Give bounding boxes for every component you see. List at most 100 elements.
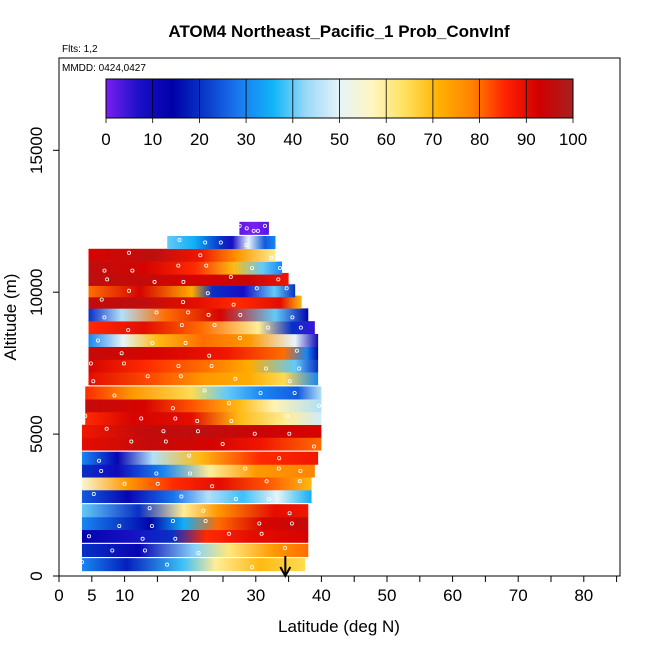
- sample-marker: [289, 521, 294, 526]
- sample-marker: [122, 361, 127, 366]
- sample-marker: [250, 266, 255, 271]
- sample-marker: [173, 416, 178, 421]
- sample-marker: [254, 286, 259, 291]
- sample-marker: [126, 328, 131, 333]
- sample-marker: [126, 250, 131, 255]
- x-axis: 0 5 10 20 30 40 50 60 70 80: [54, 576, 618, 605]
- colorbar-tick-label: 70: [423, 130, 442, 149]
- colorbar-tick-label: 90: [517, 130, 536, 149]
- sample-marker: [119, 351, 124, 356]
- sample-marker: [170, 406, 175, 411]
- sample-marker: [179, 494, 184, 499]
- heatmap-band: [81, 477, 312, 491]
- colorbar-tick-label: 0: [101, 130, 110, 149]
- sample-marker: [251, 228, 256, 233]
- y-tick-label: 15000: [27, 127, 46, 174]
- sample-marker: [287, 379, 292, 384]
- sample-marker: [91, 492, 96, 497]
- sample-marker: [183, 340, 188, 345]
- sample-marker: [209, 363, 214, 368]
- sample-marker: [243, 466, 248, 471]
- colorbar-tick-label: 10: [143, 130, 162, 149]
- sample-marker: [203, 518, 208, 523]
- chart-title: ATOM4 Northeast_Pacific_1 Prob_ConvInf: [168, 22, 510, 41]
- dates-label: MMDD: 0424,0427: [62, 63, 146, 74]
- heatmap-band: [88, 284, 296, 298]
- colorbar-tick-label: 20: [190, 130, 209, 149]
- heatmap-band: [85, 386, 322, 400]
- sample-marker: [181, 279, 186, 284]
- sample-marker: [298, 325, 303, 330]
- heatmap-band: [88, 333, 319, 347]
- heatmap-band: [239, 221, 269, 235]
- sample-marker: [311, 444, 316, 449]
- sample-marker: [220, 442, 225, 447]
- plot-frame: [58, 57, 621, 577]
- sample-marker: [147, 506, 152, 511]
- sample-marker: [195, 429, 200, 434]
- sample-marker: [79, 560, 84, 565]
- sample-marker: [259, 531, 264, 536]
- sample-marker: [155, 481, 160, 486]
- sample-marker: [218, 240, 223, 245]
- colorbar-tick-label: 30: [237, 130, 256, 149]
- x-tick-label: 40: [312, 586, 331, 605]
- sample-marker: [233, 497, 238, 502]
- sample-marker: [285, 413, 290, 418]
- sample-marker: [195, 418, 200, 423]
- sample-marker: [203, 240, 208, 245]
- sample-marker: [316, 403, 321, 408]
- sample-marker: [99, 297, 104, 302]
- sample-marker: [297, 479, 302, 484]
- sample-marker: [102, 315, 107, 320]
- sample-marker: [178, 374, 183, 379]
- sample-marker: [262, 223, 267, 228]
- heatmap-bands: [81, 221, 322, 572]
- x-tick-label: 70: [509, 586, 528, 605]
- sample-marker: [163, 439, 168, 444]
- x-tick-label: 0: [54, 586, 63, 605]
- heatmap-band: [81, 558, 306, 572]
- sample-marker: [226, 401, 231, 406]
- sample-marker: [187, 453, 192, 458]
- sample-marker: [258, 390, 263, 395]
- sample-marker: [205, 291, 210, 296]
- sample-marker: [207, 353, 212, 358]
- sample-marker: [130, 268, 135, 273]
- sample-marker: [210, 484, 215, 489]
- sample-marker: [264, 479, 269, 484]
- sample-marker: [252, 431, 257, 436]
- sample-marker: [269, 255, 274, 260]
- heatmap-band: [81, 464, 315, 478]
- x-axis-label: Latitude (deg N): [278, 617, 400, 636]
- heatmap-band: [81, 451, 319, 465]
- sample-marker: [170, 518, 175, 523]
- x-tick-label: 80: [574, 586, 593, 605]
- sample-marker: [112, 393, 117, 398]
- sample-marker: [292, 390, 297, 395]
- heatmap-band: [88, 359, 319, 373]
- heatmap-band: [88, 248, 276, 262]
- heatmap-band: [81, 437, 322, 451]
- sample-marker: [244, 243, 249, 248]
- x-tick-label: 60: [443, 586, 462, 605]
- sample-marker: [276, 466, 281, 471]
- sample-marker: [179, 323, 184, 328]
- heatmap-band: [88, 261, 283, 275]
- sample-marker: [204, 263, 209, 268]
- sample-marker: [244, 226, 249, 231]
- heatmap-band: [88, 272, 289, 286]
- sample-marker: [102, 268, 107, 273]
- y-tick-label: 0: [27, 571, 46, 580]
- sample-marker: [278, 266, 283, 271]
- sample-marker: [276, 277, 281, 282]
- sample-marker: [152, 279, 157, 284]
- sample-marker: [187, 471, 192, 476]
- sample-marker: [264, 366, 269, 371]
- sample-marker: [145, 374, 150, 379]
- sample-marker: [149, 523, 154, 528]
- heatmap-band: [88, 308, 309, 322]
- sample-marker: [294, 348, 299, 353]
- sample-marker: [255, 228, 260, 233]
- heatmap-band: [81, 504, 309, 518]
